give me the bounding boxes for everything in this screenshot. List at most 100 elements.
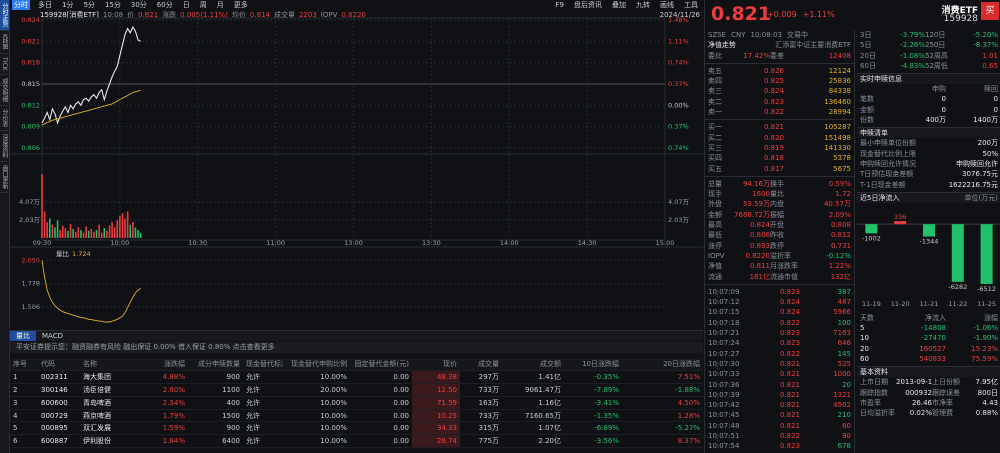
- tool: 画线: [660, 1, 674, 9]
- row: T日预估现金差额 3076.75元: [857, 169, 1000, 179]
- cell: 200万: [977, 139, 998, 148]
- cell: 50%: [982, 149, 998, 158]
- cell: 17.42%: [743, 51, 770, 60]
- cell: 0.824: [779, 308, 800, 317]
- cell: 燕京啤酒: [80, 409, 138, 423]
- row: 60 540833 75.59%: [857, 354, 1000, 364]
- cell: 允许: [243, 434, 283, 449]
- period-tab: 多日: [38, 1, 52, 9]
- cell: 0.808: [830, 221, 851, 230]
- cell: 002311: [38, 370, 80, 385]
- side-tab: TICK: [0, 54, 9, 75]
- row: 买四 0.818 5378: [705, 153, 854, 163]
- cell: 汤臣倍健: [80, 383, 138, 397]
- divider: [705, 61, 854, 64]
- side-tab: 盘口更新: [0, 162, 9, 193]
- cell: 买一: [708, 123, 722, 132]
- cell: 净流入: [925, 313, 946, 322]
- y2-tick-label: 0.37%: [668, 123, 689, 131]
- cell: T-1日现金差额: [860, 180, 906, 189]
- cell: 10.00%: [283, 434, 350, 449]
- cell: 4502: [833, 401, 851, 410]
- cell: 20: [860, 344, 869, 353]
- row: 20日 -1.08% 52周高 1.01: [857, 51, 1000, 61]
- cell: 0.817: [763, 164, 784, 173]
- row: 10:07:48 0.821 60: [705, 421, 854, 431]
- cell: 120日: [925, 31, 946, 39]
- cell: 上市日期: [860, 378, 888, 387]
- cell: 买四: [708, 154, 722, 163]
- bar-label: -1002: [862, 234, 881, 242]
- volume-bar: [56, 220, 59, 238]
- cell: -1.35%: [564, 409, 622, 423]
- volume-bar: [129, 224, 132, 238]
- cell: 0.822: [763, 108, 784, 117]
- buy-button[interactable]: 买: [981, 2, 999, 20]
- header-cell: 现金替代申购比例: [283, 358, 350, 372]
- cell: 7668.72万: [734, 210, 770, 219]
- cell: 0.88%: [975, 409, 998, 418]
- info-row: 159928[消费ETF] 10:08 价 0.821 涨跌 0.005(1.11%) 均价…: [40, 10, 700, 20]
- cell: 1.41亿: [502, 370, 564, 385]
- cell: 5: [10, 421, 38, 436]
- row: 最低 0.806 昨收 0.812: [705, 230, 854, 240]
- row: 10:07:39 0.821 1321: [705, 390, 854, 400]
- row: 10:07:36 0.821 20: [705, 380, 854, 390]
- cell: -0.12%: [826, 251, 851, 260]
- cell: 卖三: [708, 87, 722, 96]
- cell: 0.59%: [828, 179, 851, 188]
- row: 卖二 0.823 136460: [705, 97, 854, 107]
- volume-bar: [124, 218, 126, 238]
- x-tick-label: 11-21: [920, 300, 939, 308]
- price-line: [41, 25, 141, 125]
- side-tab: K线图: [0, 31, 9, 54]
- cell: 100: [837, 318, 851, 327]
- component-row: 3 600600 青岛啤酒 2.34% 400 允许 10.00% 0.00 71.59 163万…: [10, 396, 703, 410]
- cell: 10:07:48: [708, 421, 740, 430]
- cell: 48.38: [412, 370, 460, 385]
- x-tick-label: 13:30: [422, 239, 441, 247]
- cell: 75.59%: [971, 355, 998, 364]
- header-cell: 代码: [38, 358, 80, 372]
- side-tab: 分价表: [0, 106, 9, 131]
- cell: 10:07:51: [708, 431, 740, 440]
- date: 2024/11/26: [659, 11, 700, 19]
- bar: [894, 220, 907, 225]
- cell: 允许: [243, 383, 283, 397]
- cell: 份数: [860, 116, 874, 125]
- cell: 210: [837, 411, 851, 420]
- row: 现手 1600 量比 1.72: [705, 189, 854, 199]
- y2-tick-label: 1.48%: [668, 16, 689, 24]
- cell: 300146: [38, 383, 80, 397]
- cell: 53.59万: [742, 200, 770, 209]
- cell: 10:07:33: [708, 370, 740, 379]
- cell: -5.27%: [622, 421, 703, 436]
- cell: 0.819: [763, 143, 784, 152]
- bar-label: -6282: [948, 283, 967, 291]
- cell: -1.90%: [973, 334, 998, 343]
- cell: 160527: [919, 344, 946, 353]
- cell: 青岛啤酒: [80, 396, 138, 410]
- cell: -14808: [921, 324, 946, 333]
- row: 10:07:54 0.823 678: [705, 441, 854, 451]
- cell: -1.08%: [900, 51, 925, 60]
- cell: 34.33: [412, 421, 460, 436]
- cell: 1: [10, 370, 38, 385]
- cell: 赎回: [984, 85, 998, 94]
- y-tick-label: 0.815: [21, 80, 40, 88]
- cell: 5: [860, 324, 865, 333]
- cell: 250日: [925, 41, 946, 50]
- row: 10:07:21 0.823 7163: [705, 328, 854, 338]
- cell: 买五: [708, 164, 722, 173]
- vol-tick-label: 2.03万: [19, 216, 40, 224]
- cell: 净值: [708, 262, 722, 271]
- cell: 84338: [828, 87, 851, 96]
- cell: 0.818: [763, 154, 784, 163]
- cell: 4.50%: [622, 396, 703, 410]
- period-tab: 日: [182, 1, 190, 9]
- cell: -7.89%: [564, 383, 622, 397]
- cell: 买二: [708, 133, 722, 142]
- cell: 5675: [833, 164, 851, 173]
- cell: 90: [842, 431, 851, 440]
- meta-item: 交易中: [786, 31, 808, 39]
